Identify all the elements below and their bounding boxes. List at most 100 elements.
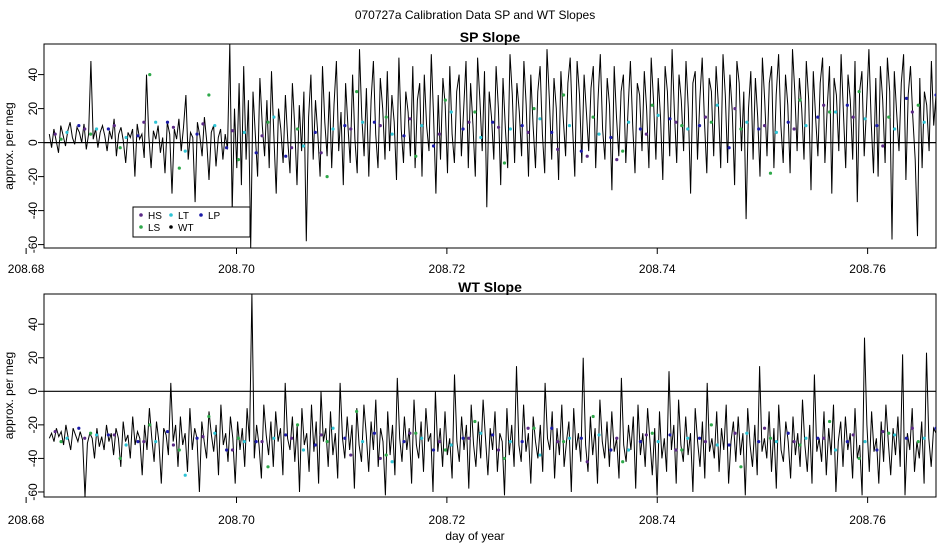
series-point-lp [254, 440, 258, 444]
series-point-lp [136, 134, 140, 138]
series-point-hs [556, 147, 560, 151]
y-tick-label: 20 [26, 102, 40, 116]
series-point-hs [83, 436, 87, 440]
y-tick-label: 40 [26, 317, 40, 331]
series-point-lp [195, 132, 199, 136]
series-point-lp [845, 440, 849, 444]
series-point-lt [420, 436, 424, 440]
series-point-ls [295, 423, 300, 427]
series-point-hs [792, 440, 796, 444]
series-point-lt [745, 120, 749, 124]
series-point-ls [768, 436, 773, 440]
y-axis-label: approx. per meg [2, 102, 16, 189]
series-point-lp [106, 127, 110, 131]
series-point-ls [414, 431, 418, 435]
series-point-hs [201, 122, 205, 126]
series-point-lp [343, 436, 347, 440]
series-point-lp [225, 448, 229, 452]
series-point-lp [638, 127, 643, 131]
plot-area [48, 44, 936, 248]
series-point-ls [89, 431, 93, 435]
series-point-ls [502, 456, 507, 461]
series-point-hs [83, 127, 87, 131]
series-point-hs [674, 120, 678, 124]
series-point-ls [207, 93, 211, 97]
series-point-lt [774, 440, 778, 444]
x-tick-label: 208.72 [429, 262, 466, 276]
y-tick-label: 40 [26, 68, 40, 82]
series-point-hs [437, 440, 442, 444]
series-point-hs [467, 120, 471, 124]
series-point-ls [798, 98, 802, 102]
series-point-hs [437, 132, 442, 136]
series-point-hs [526, 426, 530, 430]
series-point-lt [597, 433, 601, 437]
series-point-lt [183, 473, 187, 477]
series-point-lp [225, 146, 229, 150]
series-point-lp [875, 448, 879, 452]
series-point-ls [561, 440, 566, 444]
series-point-lt [715, 103, 719, 107]
series-point-hs [171, 125, 176, 129]
x-axis-label: day of year [445, 529, 504, 543]
series-point-hs [53, 429, 57, 434]
series-point-hs [703, 440, 708, 444]
series-point-hs [349, 127, 353, 131]
series-point-lt [390, 460, 394, 464]
series-point-lp [786, 120, 790, 124]
series-point-lp [904, 96, 909, 100]
series-point-lp [727, 443, 731, 447]
series-point-lt [213, 431, 217, 435]
series-point-ls [443, 448, 447, 452]
x-tick-label: 208.76 [849, 513, 886, 527]
series-point-lt [301, 144, 306, 148]
series-point-hs [851, 433, 855, 437]
series-point-hs [290, 436, 294, 440]
y-tick-label: -60 [26, 483, 40, 501]
series-point-lp [165, 120, 170, 124]
series-point-lp [431, 448, 436, 452]
series-point-lp [934, 93, 936, 97]
series-point-ls [236, 436, 241, 440]
series-point-ls [916, 440, 920, 444]
series-point-ls [295, 127, 300, 131]
series-point-hs [171, 443, 176, 447]
x-tick-label: 208.74 [639, 513, 676, 527]
series-point-hs [644, 132, 648, 136]
series-point-hs [615, 158, 619, 162]
series-point-ls [325, 440, 329, 444]
x-tick-label: 208.76 [849, 262, 886, 276]
series-point-lt [715, 443, 719, 447]
series-point-lp [579, 149, 583, 153]
series-point-ls [857, 456, 861, 461]
legend-label-lt: LT [178, 211, 189, 222]
series-point-hs [674, 448, 678, 452]
series-point-lt [626, 448, 631, 452]
series-point-ls [680, 124, 684, 128]
series-point-ls [148, 423, 152, 427]
series-point-lt [154, 440, 158, 444]
legend-marker-ls [139, 225, 143, 229]
series-point-ls [827, 419, 832, 424]
legend-marker-hs [139, 213, 143, 217]
series-point-hs [644, 433, 648, 437]
series-point-hs [556, 440, 560, 444]
series-point-lp [727, 146, 731, 150]
series-point-hs [53, 132, 57, 136]
series-point-hs [112, 433, 116, 437]
series-point-hs [142, 440, 146, 444]
series-point-hs [408, 117, 412, 121]
series-point-ls [739, 465, 743, 469]
series-point-lt [272, 436, 276, 440]
series-point-lt [124, 135, 128, 140]
series-point-lt [863, 117, 867, 121]
series-point-lt [449, 443, 453, 447]
series-point-lp [668, 433, 672, 437]
series-point-hs [201, 435, 205, 439]
x-tick-label: 208.72 [429, 513, 466, 527]
legend-marker-lp [199, 213, 203, 217]
series-point-ls [443, 98, 447, 102]
series-point-hs [378, 124, 382, 128]
series-point-ls [89, 132, 93, 136]
